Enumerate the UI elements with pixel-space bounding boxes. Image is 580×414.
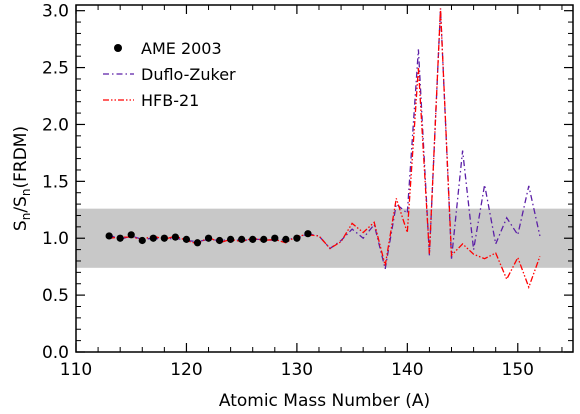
x-tick-label: 140 xyxy=(391,360,423,380)
data-point-ame xyxy=(215,236,224,245)
data-point-ame xyxy=(271,234,279,242)
data-point-ame xyxy=(260,235,268,243)
data-point-ame xyxy=(160,234,168,242)
data-point-ame xyxy=(304,230,312,238)
data-point-ame xyxy=(105,232,113,240)
legend-label-dz: Duflo-Zuker xyxy=(141,65,236,84)
y-tick-label: 0.5 xyxy=(42,286,69,306)
legend-marker-ame xyxy=(114,44,122,52)
data-point-ame xyxy=(193,239,202,247)
data-point-ame xyxy=(238,235,246,243)
y-axis-title-part: /S xyxy=(11,196,31,213)
data-point-ame xyxy=(282,235,290,243)
data-point-ame xyxy=(182,235,191,243)
y-tick-label: 2.5 xyxy=(42,59,69,79)
data-point-ame xyxy=(149,234,157,242)
series-layer xyxy=(105,8,541,290)
plot-frame xyxy=(75,4,574,353)
y-tick-label: 1.5 xyxy=(42,172,69,192)
y-axis-title-sub: n xyxy=(19,213,33,221)
data-point-ame xyxy=(116,234,124,242)
x-tick-label: 120 xyxy=(170,360,202,380)
data-point-ame xyxy=(171,233,179,241)
data-point-ame xyxy=(138,236,146,245)
y-axis-title-sub: n xyxy=(19,189,33,197)
x-tick-label: 150 xyxy=(502,360,534,380)
x-tick-label: 130 xyxy=(281,360,313,380)
ticks-layer: 110 120 130 140 150 0.0 0.5 1.0 1.5 2.0 2.5 3.0 xyxy=(42,2,573,380)
y-axis-title-part: (FRDM) xyxy=(11,126,31,189)
legend: AME 2003 Duflo-Zuker HFB-21 xyxy=(103,39,236,110)
y-axis-title-part: S xyxy=(11,220,31,231)
series-line-hfb-21 xyxy=(109,8,541,290)
y-tick-label: 3.0 xyxy=(42,2,69,22)
legend-label-ame: AME 2003 xyxy=(141,39,222,58)
data-point-ame xyxy=(293,234,301,242)
y-tick-label: 0.0 xyxy=(42,343,69,363)
x-axis-title: Atomic Mass Number (A) xyxy=(219,391,430,411)
data-point-ame xyxy=(227,235,235,243)
y-tick-label: 2.0 xyxy=(42,115,69,135)
data-point-ame xyxy=(249,235,257,243)
x-tick-label: 110 xyxy=(60,360,92,380)
y-axis-title: Sn/Sn(FRDM) xyxy=(11,126,33,231)
data-point-ame xyxy=(127,231,135,239)
data-point-ame xyxy=(204,234,213,242)
y-tick-label: 1.0 xyxy=(42,229,69,249)
legend-label-hfb: HFB-21 xyxy=(141,91,199,110)
